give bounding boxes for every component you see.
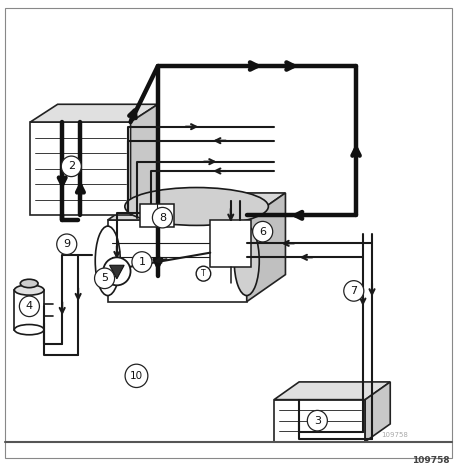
Text: 4: 4 xyxy=(26,301,33,311)
Ellipse shape xyxy=(125,188,268,226)
Text: 7: 7 xyxy=(350,286,357,296)
Text: 109758: 109758 xyxy=(382,432,409,439)
Polygon shape xyxy=(14,290,44,329)
Text: 2: 2 xyxy=(68,161,75,171)
Text: 8: 8 xyxy=(159,212,166,223)
Circle shape xyxy=(125,364,148,388)
Text: 5: 5 xyxy=(101,273,108,283)
Polygon shape xyxy=(274,400,365,442)
Text: T: T xyxy=(201,269,206,278)
Circle shape xyxy=(307,410,327,431)
Text: 3: 3 xyxy=(314,416,321,425)
Ellipse shape xyxy=(234,226,259,295)
Circle shape xyxy=(19,296,39,316)
Ellipse shape xyxy=(14,324,44,335)
Circle shape xyxy=(153,207,172,228)
Circle shape xyxy=(132,252,152,272)
Circle shape xyxy=(344,281,364,301)
Polygon shape xyxy=(131,104,158,215)
Ellipse shape xyxy=(95,226,120,295)
Polygon shape xyxy=(30,122,131,215)
Text: 109758: 109758 xyxy=(412,456,450,465)
Polygon shape xyxy=(108,220,247,302)
Text: 10: 10 xyxy=(130,371,143,381)
Polygon shape xyxy=(30,104,158,122)
Text: 1: 1 xyxy=(138,257,145,267)
Polygon shape xyxy=(247,193,286,302)
Circle shape xyxy=(57,234,77,255)
Polygon shape xyxy=(274,382,390,400)
Polygon shape xyxy=(110,265,124,279)
Polygon shape xyxy=(365,382,390,442)
Polygon shape xyxy=(108,193,286,220)
Text: 9: 9 xyxy=(63,239,70,249)
Polygon shape xyxy=(140,204,174,227)
Circle shape xyxy=(253,221,273,242)
Ellipse shape xyxy=(14,285,44,295)
Circle shape xyxy=(103,257,131,285)
Ellipse shape xyxy=(20,279,38,288)
Polygon shape xyxy=(210,220,251,267)
Circle shape xyxy=(95,268,115,289)
Circle shape xyxy=(196,266,211,281)
Text: 6: 6 xyxy=(259,227,266,237)
Circle shape xyxy=(61,156,81,176)
